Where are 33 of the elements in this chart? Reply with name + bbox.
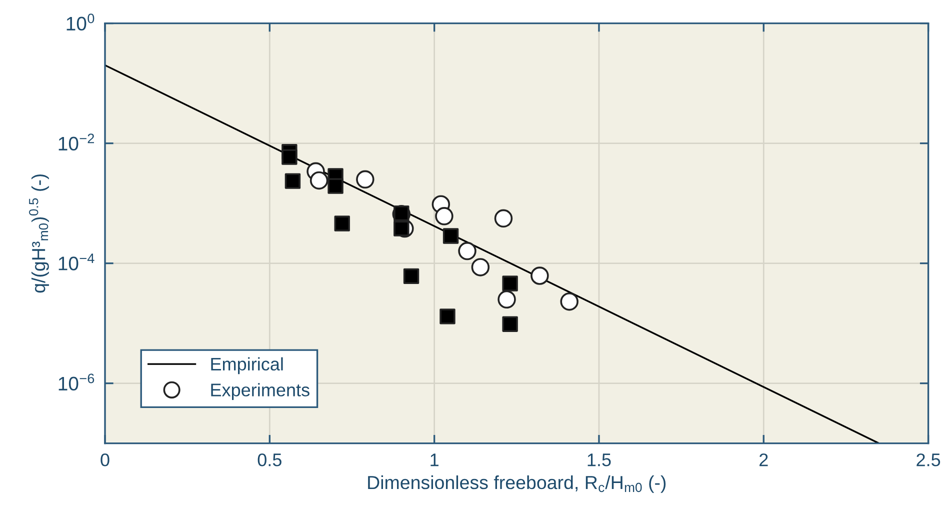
x-tick-label: 0.5	[258, 454, 282, 466]
point	[328, 178, 344, 194]
point	[494, 209, 513, 228]
legend-label: Empirical	[211, 357, 283, 374]
point	[458, 242, 476, 260]
y-tick-label: 10$^{−6}$	[58, 374, 94, 391]
x-axis-title: Dimensionless freeboard, R$_{c}$/H$_{m0}$ (-)	[368, 475, 666, 493]
y-tick-label: 10$^{−4}$	[58, 254, 94, 270]
point	[435, 207, 454, 226]
point	[560, 292, 578, 311]
x-tick-label: 2	[760, 454, 768, 466]
point	[284, 173, 301, 189]
x-tick-label: 0	[100, 454, 110, 466]
point	[498, 290, 516, 309]
legend-label: Experiments	[211, 383, 310, 400]
point	[502, 316, 518, 332]
y-axis-title: q/(gH³$_{m0}$)$^{0.5}$ (-)	[28, 174, 49, 293]
point	[440, 308, 456, 324]
point	[403, 268, 420, 284]
x-tick-label: 1	[430, 454, 438, 466]
point	[356, 170, 374, 189]
point	[334, 216, 350, 232]
point	[282, 149, 298, 165]
y-tick-label: 10$^{0}$	[66, 14, 94, 31]
point	[502, 276, 518, 292]
y-tick-label: 10$^{−2}$	[58, 134, 94, 151]
point	[471, 258, 490, 276]
point	[394, 220, 410, 236]
x-tick-label: 1.5	[588, 454, 611, 466]
point	[442, 228, 459, 244]
x-tick-label: 2.5	[916, 454, 940, 466]
point	[530, 266, 549, 285]
point	[310, 171, 328, 190]
